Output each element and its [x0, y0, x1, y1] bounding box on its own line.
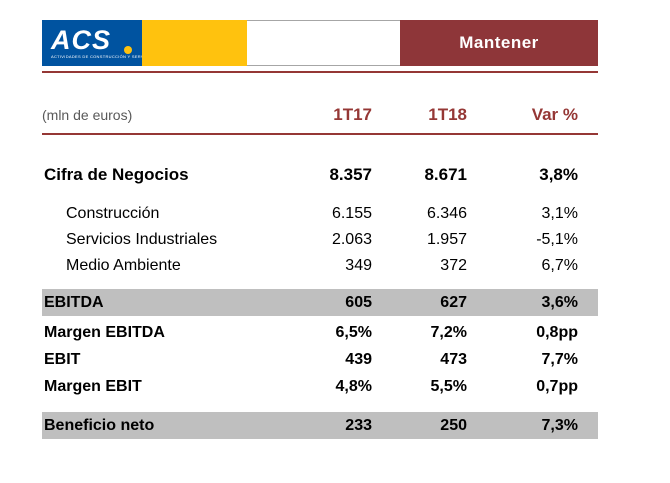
- table-row-ebitda: EBITDA 605 627 3,6%: [42, 289, 598, 316]
- value-1t18: 250: [440, 416, 467, 434]
- table-row-margen-ebitda: Margen EBITDA 6,5% 7,2% 0,8pp: [42, 319, 598, 346]
- value-var: 3,8%: [539, 165, 578, 184]
- value-1t18: 5,5%: [430, 377, 467, 395]
- financials-table: (mln de euros) 1T17 1T18 Var % Cifra de …: [42, 103, 598, 439]
- row-label: EBITDA: [44, 293, 104, 311]
- value-var: 6,7%: [541, 257, 578, 274]
- value-1t17: 439: [345, 350, 372, 368]
- col-header-1t17: 1T17: [333, 105, 372, 124]
- header-spacer: [247, 20, 400, 66]
- value-1t18: 627: [440, 293, 467, 311]
- col-header-1t18: 1T18: [428, 105, 467, 124]
- value-1t18: 473: [440, 350, 467, 368]
- header-bar: ACS ACTIVIDADES DE CONSTRUCCIÓN Y SERVIC…: [42, 20, 598, 66]
- row-label: Margen EBIT: [44, 377, 142, 395]
- value-1t18: 372: [440, 257, 467, 274]
- value-var: 7,7%: [541, 350, 578, 368]
- value-var: 0,8pp: [536, 323, 578, 341]
- recommendation-badge-label: Mantener: [459, 33, 539, 52]
- value-1t18: 7,2%: [430, 323, 467, 341]
- value-1t17: 605: [345, 293, 372, 311]
- logo-yellow-bar: [142, 20, 247, 66]
- value-1t17: 233: [345, 416, 372, 434]
- table-row-servicios-industriales: Servicios Industriales 2.063 1.957 -5,1%: [42, 227, 598, 253]
- value-var: 7,3%: [541, 416, 578, 434]
- row-label: Cifra de Negocios: [44, 165, 189, 184]
- value-1t17: 6,5%: [335, 323, 372, 341]
- value-1t18: 6.346: [426, 205, 467, 222]
- recommendation-badge: Mantener: [400, 20, 598, 66]
- report-card: ACS ACTIVIDADES DE CONSTRUCCIÓN Y SERVIC…: [42, 20, 598, 439]
- table-row-ebit: EBIT 439 473 7,7%: [42, 346, 598, 373]
- value-1t17: 4,8%: [335, 377, 372, 395]
- row-label: EBIT: [44, 350, 81, 368]
- col-header-var: Var %: [531, 105, 578, 124]
- row-label: Beneficio neto: [44, 416, 155, 434]
- value-1t18: 1.957: [426, 231, 467, 248]
- value-var: 3,6%: [541, 293, 578, 311]
- table-header-divider: [42, 133, 598, 135]
- row-label: Medio Ambiente: [66, 257, 181, 274]
- table-row-construccion: Construcción 6.155 6.346 3,1%: [42, 201, 598, 227]
- acs-logo-text: ACS: [51, 25, 112, 55]
- acs-logo-subtext: ACTIVIDADES DE CONSTRUCCIÓN Y SERVICIOS: [51, 54, 142, 59]
- acs-logo-dot-icon: [124, 46, 132, 54]
- acs-logo: ACS ACTIVIDADES DE CONSTRUCCIÓN Y SERVIC…: [42, 20, 142, 66]
- header-divider: [42, 71, 598, 73]
- row-label: Servicios Industriales: [66, 231, 218, 248]
- row-label: Margen EBITDA: [44, 323, 165, 341]
- row-label: Construcción: [66, 205, 160, 222]
- table-row-medio-ambiente: Medio Ambiente 349 372 6,7%: [42, 253, 598, 279]
- value-1t17: 8.357: [329, 165, 372, 184]
- table-row-beneficio-neto: Beneficio neto 233 250 7,3%: [42, 412, 598, 439]
- value-var: 3,1%: [541, 205, 578, 222]
- value-var: 0,7pp: [536, 377, 578, 395]
- value-1t17: 349: [345, 257, 372, 274]
- table-header-row: (mln de euros) 1T17 1T18 Var %: [42, 103, 598, 127]
- value-1t17: 2.063: [331, 231, 372, 248]
- unit-label: (mln de euros): [42, 107, 133, 123]
- table-row-margen-ebit: Margen EBIT 4,8% 5,5% 0,7pp: [42, 373, 598, 400]
- value-var: -5,1%: [536, 231, 578, 248]
- value-1t18: 8.671: [424, 165, 467, 184]
- table-row-cifra-de-negocios: Cifra de Negocios 8.357 8.671 3,8%: [42, 161, 598, 189]
- value-1t17: 6.155: [331, 205, 372, 222]
